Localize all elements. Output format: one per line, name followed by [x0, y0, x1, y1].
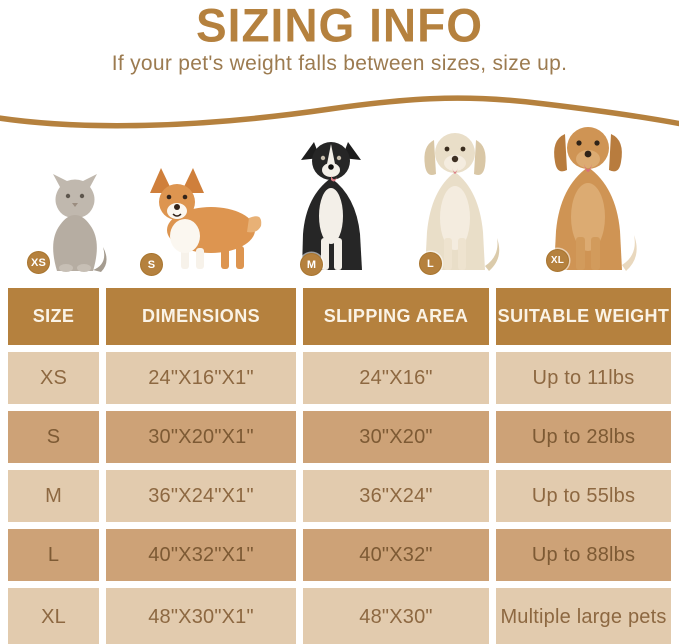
- table-cell-size-xs: XS: [8, 352, 99, 404]
- table-cell-suitable-weight-l: Up to 88lbs: [496, 529, 671, 581]
- size-badge-m-label: M: [306, 258, 317, 271]
- table-cell-size-s: S: [8, 411, 99, 463]
- table-cell-size-m: M: [8, 470, 99, 522]
- table-cell-suitable-weight-xl: Multiple large pets: [496, 588, 671, 644]
- cat-photo-xs: XS: [27, 173, 110, 278]
- table-cell-size-xl: XL: [8, 588, 99, 644]
- golden-retriever-photo-xl: XL: [532, 119, 644, 279]
- page-subtitle: If your pet's weight falls between sizes…: [111, 52, 568, 75]
- table-cell-slipping-area-xs: 24"X16": [303, 352, 489, 404]
- table-cell-dimensions-l: 40"X32"X1": [106, 529, 296, 581]
- table-cell-slipping-area-s: 30"X20": [303, 411, 489, 463]
- golden-retriever-icon: [554, 127, 637, 271]
- table-cell-dimensions-xs: 24"X16"X1": [106, 352, 296, 404]
- light-golden-retriever-icon: [424, 133, 500, 271]
- size-badge-l-label: L: [427, 257, 434, 270]
- sizing-table: SIZE DIMENSIONS SLIPPING AREA SUITABLE W…: [8, 288, 671, 644]
- corgi-photo-s: S: [133, 166, 263, 277]
- table-cell-dimensions-xl: 48"X30"X1": [106, 588, 296, 644]
- size-badge-xs: XS: [27, 251, 50, 274]
- column-header-dimensions: DIMENSIONS: [106, 288, 296, 345]
- table-cell-slipping-area-xl: 48"X30": [303, 588, 489, 644]
- table-cell-dimensions-m: 36"X24"X1": [106, 470, 296, 522]
- corgi-icon: [150, 168, 262, 269]
- table-cell-slipping-area-l: 40"X32": [303, 529, 489, 581]
- page-title: SIZING INFO: [196, 0, 483, 52]
- table-cell-suitable-weight-m: Up to 55lbs: [496, 470, 671, 522]
- size-badge-l: L: [419, 252, 442, 275]
- border-collie-icon: [301, 142, 362, 270]
- size-badge-xl: XL: [546, 249, 569, 272]
- table-cell-size-l: L: [8, 529, 99, 581]
- size-badge-s-label: S: [147, 258, 156, 271]
- size-badge-xl-label: XL: [550, 255, 565, 266]
- table-cell-slipping-area-m: 36"X24": [303, 470, 489, 522]
- pets-row: XS S: [0, 0, 679, 285]
- column-header-suitable-weight: SUITABLE WEIGHT: [496, 288, 671, 345]
- size-badge-s: S: [140, 253, 163, 276]
- table-cell-dimensions-s: 30"X20"X1": [106, 411, 296, 463]
- header: SIZING INFO If your pet's weight falls b…: [0, 0, 679, 76]
- size-badge-xs-label: XS: [30, 256, 47, 269]
- cat-icon: [53, 174, 107, 272]
- size-badge-m: M: [300, 253, 323, 276]
- table-cell-suitable-weight-xs: Up to 11lbs: [496, 352, 671, 404]
- table-cell-suitable-weight-s: Up to 28lbs: [496, 411, 671, 463]
- border-collie-photo-m: M: [288, 138, 378, 278]
- column-header-slipping-area: SLIPPING AREA: [303, 288, 489, 345]
- column-header-size: SIZE: [8, 288, 99, 345]
- light-golden-retriever-photo-l: L: [405, 126, 505, 279]
